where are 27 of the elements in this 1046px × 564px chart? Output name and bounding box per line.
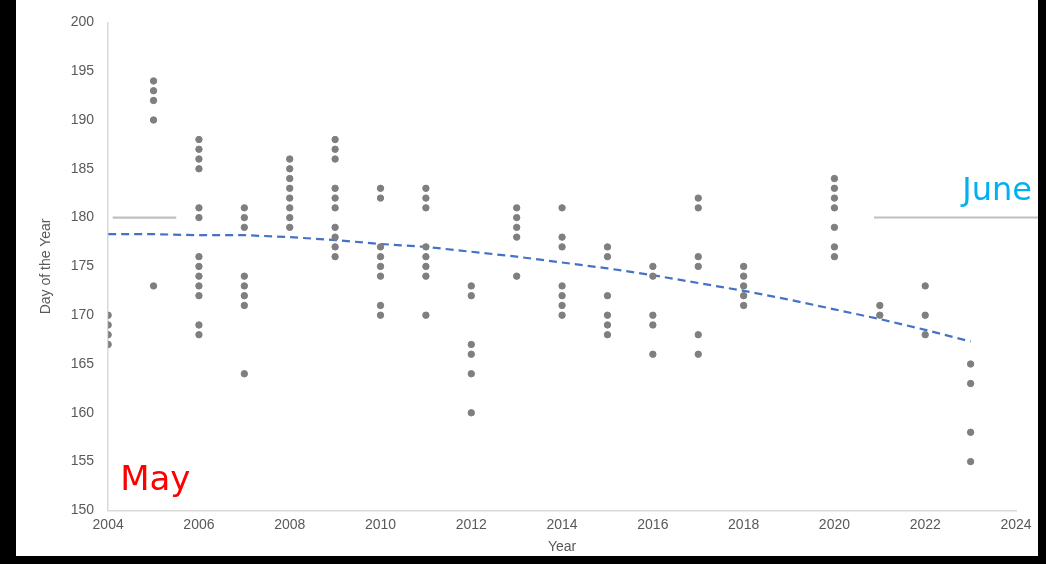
y-tick-label: 165: [70, 354, 95, 371]
y-tick-label: 185: [70, 159, 95, 176]
ref-line-label: June: [960, 169, 1032, 208]
x-tick-label: 2012: [455, 515, 488, 532]
x-tick-label: 2008: [274, 515, 306, 532]
y-tick-label: 180: [70, 208, 95, 225]
line-series: [108, 233, 972, 343]
x-tick-label: 2014: [546, 515, 578, 532]
y-tick-label: 150: [70, 501, 95, 518]
y-tick-label: 195: [70, 62, 95, 79]
y-tick-label: 170: [70, 306, 95, 323]
x-axis-title: Year: [547, 538, 577, 555]
x-tick-label: 2024: [1000, 515, 1032, 532]
annotation: May: [120, 458, 191, 499]
x-tick-label: 2010: [364, 515, 397, 532]
y-tick-label: 200: [70, 13, 95, 30]
x-tick-label: 2004: [92, 515, 124, 532]
y-tick-label: 190: [70, 110, 95, 127]
y-axis-title: Day of the Year: [37, 218, 54, 315]
x-tick-label: 2006: [183, 515, 215, 532]
y-tick-label: 155: [70, 452, 95, 469]
x-tick-label: 2018: [728, 515, 760, 532]
y-tick-label: 175: [70, 257, 95, 274]
x-tick-label: 2022: [909, 515, 941, 532]
y-tick-label: 160: [70, 403, 95, 420]
x-tick-label: 2016: [637, 515, 669, 532]
x-tick-label: 2020: [818, 515, 851, 532]
